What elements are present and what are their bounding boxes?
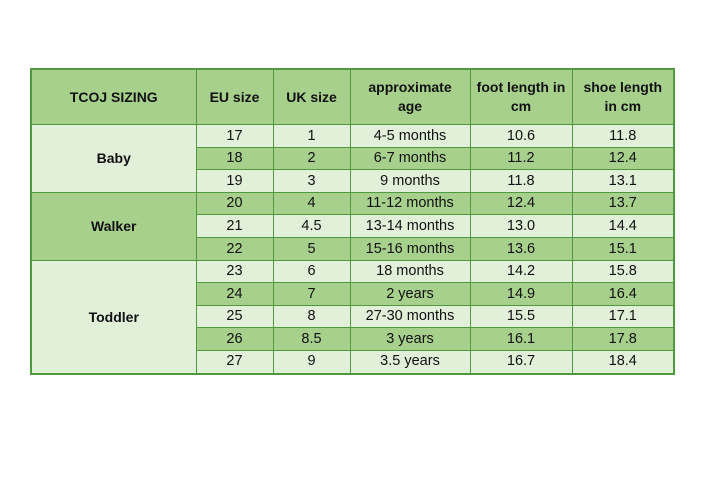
foot-length-cell: 13.0 xyxy=(469,214,573,238)
group-label-toddler: Toddler xyxy=(30,259,197,375)
shoe-length-cell: 17.8 xyxy=(571,327,675,351)
header-foot-length-line1: foot length in xyxy=(476,79,566,95)
uk-size-cell: 8.5 xyxy=(272,327,351,351)
age-cell: 9 months xyxy=(349,169,471,193)
foot-length-cell: 16.7 xyxy=(469,349,573,375)
shoe-length-cell: 15.1 xyxy=(571,236,675,261)
eu-size-cell: 22 xyxy=(195,236,274,261)
header-shoe-length: shoe length in cm xyxy=(571,68,675,125)
foot-length-cell: 11.8 xyxy=(469,169,573,193)
uk-size-cell: 1 xyxy=(272,124,351,148)
shoe-length-cell: 13.7 xyxy=(571,191,675,216)
age-cell: 4-5 months xyxy=(349,124,471,148)
foot-length-cell: 12.4 xyxy=(469,191,573,216)
foot-length-cell: 16.1 xyxy=(469,327,573,351)
age-cell: 15-16 months xyxy=(349,236,471,261)
table-row: Toddler 23 6 18 months 14.2 15.8 xyxy=(30,259,675,375)
table-row: Baby 17 1 4-5 months 10.6 11.8 xyxy=(30,124,675,193)
shoe-length-cell: 13.1 xyxy=(571,169,675,193)
group-label-walker: Walker xyxy=(30,191,197,261)
table-row: Walker 20 4 11-12 months 12.4 13.7 xyxy=(30,191,675,261)
shoe-length-cell: 11.8 xyxy=(571,124,675,148)
uk-size-cell: 2 xyxy=(272,146,351,171)
foot-length-cell: 15.5 xyxy=(469,304,573,329)
header-uk-size: UK size xyxy=(272,68,351,125)
eu-size-cell: 23 xyxy=(195,259,274,284)
uk-size-cell: 8 xyxy=(272,304,351,329)
table-row: 21 4.5 13-14 months 13.0 14.4 xyxy=(31,214,675,238)
foot-length-cell: 14.2 xyxy=(469,259,573,284)
eu-size-cell: 17 xyxy=(195,124,274,148)
uk-size-cell: 6 xyxy=(272,259,351,284)
foot-length-cell: 10.6 xyxy=(469,124,573,148)
uk-size-cell: 3 xyxy=(272,169,351,193)
eu-size-cell: 18 xyxy=(195,146,274,171)
shoe-length-cell: 12.4 xyxy=(571,146,675,171)
header-shoe-length-line1: shoe length xyxy=(583,79,663,95)
age-cell: 3.5 years xyxy=(349,349,471,375)
header-approximate-age: approximate age xyxy=(349,68,471,125)
foot-length-cell: 13.6 xyxy=(469,236,573,261)
eu-size-cell: 25 xyxy=(195,304,274,329)
shoe-length-cell: 14.4 xyxy=(571,214,675,238)
eu-size-cell: 21 xyxy=(195,214,274,238)
header-shoe-length-line2: in cm xyxy=(604,98,642,114)
eu-size-cell: 20 xyxy=(195,191,274,216)
group-label-baby: Baby xyxy=(30,124,197,193)
header-row: TCOJ SIZING EU size UK size approximate a… xyxy=(30,68,675,125)
uk-size-cell: 7 xyxy=(272,282,351,306)
shoe-length-cell: 15.8 xyxy=(571,259,675,284)
eu-size-cell: 27 xyxy=(195,349,274,375)
age-cell: 27-30 months xyxy=(349,304,471,329)
uk-size-cell: 4 xyxy=(272,191,351,216)
foot-length-cell: 11.2 xyxy=(469,146,573,171)
eu-size-cell: 24 xyxy=(195,282,274,306)
table-row: 25 8 27-30 months 15.5 17.1 xyxy=(31,304,675,329)
size-chart-table: TCOJ SIZING EU size UK size approximate a… xyxy=(30,68,675,375)
age-cell: 3 years xyxy=(349,327,471,351)
header-approximate-age-line2: age xyxy=(397,98,423,114)
eu-size-cell: 19 xyxy=(195,169,274,193)
header-eu-size: EU size xyxy=(195,68,274,125)
age-cell: 6-7 months xyxy=(349,146,471,171)
eu-size-cell: 26 xyxy=(195,327,274,351)
uk-size-cell: 5 xyxy=(272,236,351,261)
shoe-length-cell: 18.4 xyxy=(571,349,675,375)
header-tcoj-sizing: TCOJ SIZING xyxy=(30,68,197,125)
header-foot-length: foot length in cm xyxy=(469,68,573,125)
uk-size-cell: 4.5 xyxy=(272,214,351,238)
age-cell: 18 months xyxy=(349,259,471,284)
age-cell: 11-12 months xyxy=(349,191,471,216)
table-row: 24 7 2 years 14.9 16.4 xyxy=(31,282,675,306)
shoe-length-cell: 16.4 xyxy=(571,282,675,306)
foot-length-cell: 14.9 xyxy=(469,282,573,306)
shoe-length-cell: 17.1 xyxy=(571,304,675,329)
table-row: 27 9 3.5 years 16.7 18.4 xyxy=(31,349,675,375)
header-foot-length-line2: cm xyxy=(510,98,532,114)
age-cell: 2 years xyxy=(349,282,471,306)
header-approximate-age-line1: approximate xyxy=(368,79,452,95)
age-cell: 13-14 months xyxy=(349,214,471,238)
uk-size-cell: 9 xyxy=(272,349,351,375)
